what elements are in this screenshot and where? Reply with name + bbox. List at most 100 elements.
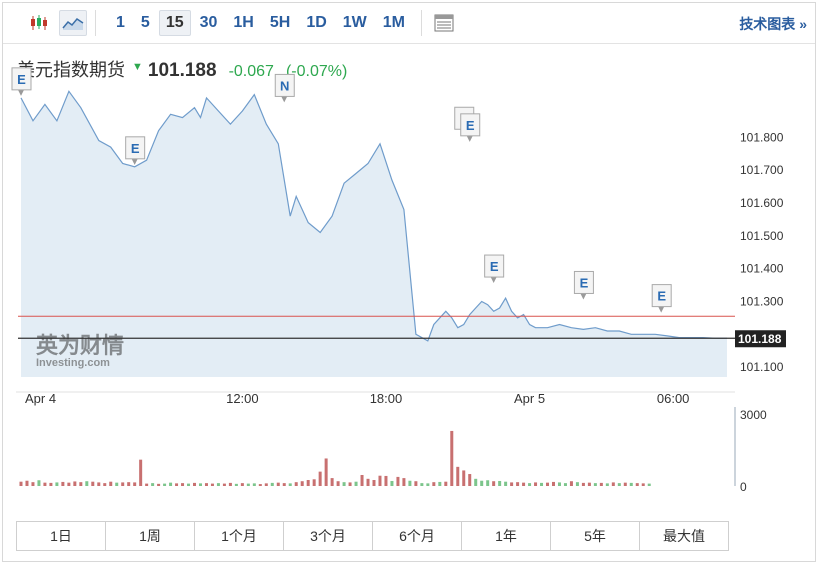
event-marker-pointer xyxy=(17,89,24,96)
volume-bar xyxy=(366,478,370,486)
volume-bar xyxy=(127,482,131,486)
volume-bar xyxy=(540,482,544,486)
range-button[interactable]: 6个月 xyxy=(373,522,462,550)
volume-bar xyxy=(49,482,53,486)
volume-bar xyxy=(234,483,238,486)
range-button[interactable]: 1周 xyxy=(106,522,195,550)
volume-bar xyxy=(551,481,555,486)
range-button[interactable]: 5年 xyxy=(551,522,640,550)
area-line-icon[interactable] xyxy=(59,10,87,36)
volume-bar xyxy=(25,480,29,486)
volume-bar xyxy=(510,482,514,486)
volume-bar xyxy=(204,483,208,486)
volume-bar xyxy=(133,482,137,486)
volume-bar xyxy=(163,483,167,486)
volume-bar xyxy=(378,475,382,486)
volume-bar xyxy=(103,483,107,486)
volume-bar xyxy=(109,481,113,486)
volume-bar xyxy=(252,483,256,486)
range-button[interactable]: 最大值 xyxy=(663,528,705,544)
volume-bar xyxy=(270,482,274,486)
timeframe-list: 1 5 15 30 1H 5H 1D 1W 1M xyxy=(108,10,413,36)
volume-bar xyxy=(623,482,627,486)
range-button[interactable]: 1日 xyxy=(17,522,106,550)
volume-bar xyxy=(121,482,125,486)
watermark-logo-en: Investing.com xyxy=(36,357,110,369)
volume-bar xyxy=(360,474,364,486)
volume-bar xyxy=(151,483,155,486)
watermark-logo-cn: 英为财情 xyxy=(36,333,124,359)
volume-bar xyxy=(635,483,639,486)
volume-bar xyxy=(246,483,250,486)
volume-bar xyxy=(480,480,484,486)
timeframe-1w[interactable]: 1W xyxy=(342,14,367,31)
event-marker xyxy=(274,73,295,97)
volume-bar xyxy=(581,482,585,486)
volume-bar xyxy=(157,483,161,486)
volume-bar xyxy=(187,483,191,486)
chart-toolbar: 1 5 15 30 1H 5H 1D 1W 1M 技术图表 » xyxy=(3,3,815,44)
volume-bar xyxy=(593,483,597,486)
volume-bar xyxy=(414,481,418,486)
event-marker xyxy=(11,67,32,91)
volume-bar xyxy=(575,482,579,486)
volume-bar xyxy=(145,483,149,486)
volume-bar xyxy=(348,482,352,486)
technical-chart-link[interactable]: 技术图表 » xyxy=(739,16,807,32)
volume-bar xyxy=(557,482,561,486)
volume-axis-tick: 0 xyxy=(740,480,747,494)
volume-bar xyxy=(498,480,502,486)
volume-bar xyxy=(546,482,550,486)
volume-bar xyxy=(85,481,89,486)
volume-bar xyxy=(258,484,262,486)
volume-bar xyxy=(31,482,35,486)
volume-bar xyxy=(79,482,83,486)
timeframe-1[interactable]: 1 xyxy=(116,14,125,31)
timeframe-15[interactable]: 15 xyxy=(158,10,191,36)
event-marker xyxy=(484,254,505,278)
price-change-percent: (-0.07%) xyxy=(285,63,348,80)
timeframe-5[interactable]: 5 xyxy=(140,14,150,31)
volume-bar xyxy=(55,482,59,486)
volume-bar xyxy=(342,482,346,486)
volume-bar xyxy=(169,482,173,486)
volume-bar xyxy=(534,482,538,486)
event-marker-label: E xyxy=(466,118,475,133)
time-axis-tick: 12:00 xyxy=(226,391,259,406)
range-button[interactable]: 3个月 xyxy=(284,522,373,550)
event-marker xyxy=(125,136,146,160)
range-button[interactable]: 1个月 xyxy=(195,522,284,550)
volume-bar xyxy=(426,483,430,486)
volume-bar xyxy=(432,482,436,486)
event-marker-label: N xyxy=(280,78,289,93)
volume-bar xyxy=(264,483,268,486)
range-button[interactable]: 1年 xyxy=(462,522,551,550)
volume-bar xyxy=(617,483,621,486)
volume-bar xyxy=(611,482,615,486)
table-view-icon[interactable] xyxy=(430,10,458,36)
timeframe-1h[interactable]: 1H xyxy=(233,14,254,31)
volume-bar xyxy=(641,483,645,486)
volume-bar xyxy=(61,481,65,486)
volume-bar xyxy=(67,482,71,486)
volume-bar xyxy=(438,481,442,486)
timeframe-1m[interactable]: 1M xyxy=(382,14,405,31)
volume-bar xyxy=(294,482,298,486)
instrument-name: 美元指数期货 xyxy=(17,60,125,80)
event-marker-pointer xyxy=(490,277,497,284)
volume-bar xyxy=(504,481,508,486)
event-marker-label: E xyxy=(131,141,140,156)
volume-bar xyxy=(216,483,220,486)
volume-bar xyxy=(599,482,603,486)
timeframe-30[interactable]: 30 xyxy=(199,14,218,31)
volume-bar xyxy=(330,478,334,486)
event-marker xyxy=(573,270,594,294)
timeframe-1d[interactable]: 1D xyxy=(306,14,327,31)
candlestick-icon[interactable] xyxy=(25,10,53,36)
volume-bar xyxy=(181,483,185,486)
price-area-fill xyxy=(21,91,727,378)
volume-bar xyxy=(528,483,532,486)
time-axis-tick: 18:00 xyxy=(370,391,403,406)
timeframe-5h[interactable]: 5H xyxy=(269,14,291,31)
